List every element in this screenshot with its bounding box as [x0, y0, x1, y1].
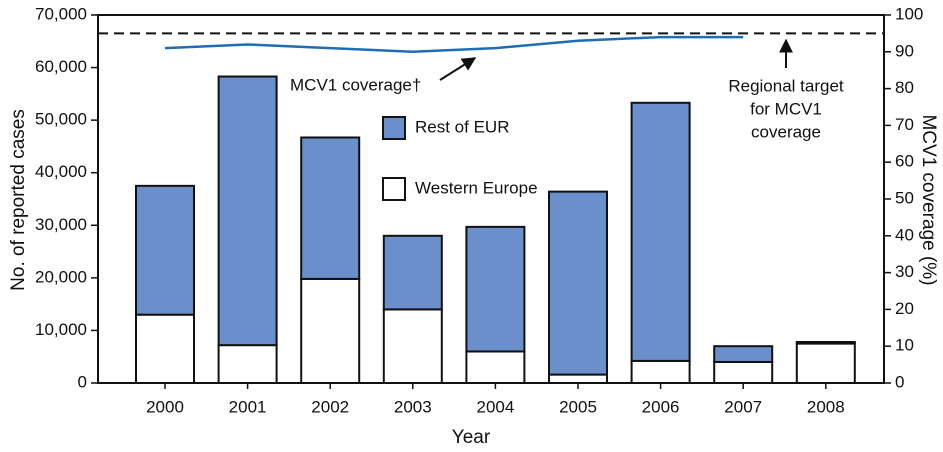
annotation: Regional target — [728, 76, 844, 95]
y2-tick-label: 50 — [895, 188, 914, 207]
bar — [382, 234, 443, 311]
y2-tick-label: 20 — [895, 299, 914, 318]
y2-tick-label: 90 — [895, 41, 914, 60]
bar — [630, 359, 691, 385]
bar — [713, 360, 774, 385]
x-tick-label: 2008 — [807, 397, 845, 416]
plot-frame — [97, 14, 885, 384]
y-tick-label: 10,000 — [35, 320, 87, 339]
bar — [217, 344, 278, 384]
annotation: for MCV1 — [750, 99, 822, 118]
y-tick-label: 60,000 — [35, 57, 87, 76]
y2-tick-label: 30 — [895, 262, 914, 281]
y-tick-label: 20,000 — [35, 267, 87, 286]
bar — [135, 313, 195, 384]
y2-tick-label: 60 — [895, 152, 914, 171]
y-tick-label: 0 — [78, 372, 87, 391]
x-tick-label: 2003 — [394, 397, 432, 416]
y2-tick-label: 100 — [895, 4, 923, 23]
x-tick-label: 2001 — [229, 397, 267, 416]
annotation-arrow — [439, 57, 477, 81]
legend-label: Western Europe — [415, 178, 538, 197]
legend-label: Rest of EUR — [415, 117, 509, 136]
bar — [382, 308, 443, 384]
bar — [548, 373, 608, 384]
y2-tick-label: 0 — [895, 372, 904, 391]
x-tick-label: 2005 — [559, 397, 597, 416]
bar — [713, 345, 774, 363]
bar — [795, 342, 856, 385]
x-tick-label: 2004 — [476, 397, 514, 416]
y-tick-label: 30,000 — [35, 215, 87, 234]
bar — [630, 101, 691, 362]
x-tick-label: 2006 — [642, 397, 680, 416]
x-tick-label: 2007 — [724, 397, 762, 416]
bar — [465, 350, 526, 385]
bar — [300, 136, 361, 280]
legend-swatch — [382, 177, 406, 201]
y-tick-label: 70,000 — [35, 4, 87, 23]
y2-tick-label: 70 — [895, 115, 914, 134]
x-tick-label: 2002 — [311, 397, 349, 416]
bar — [465, 225, 526, 353]
y-tick-label: 40,000 — [35, 162, 87, 181]
y2-tick-label: 80 — [895, 78, 914, 97]
y-tick-label: 50,000 — [35, 110, 87, 129]
bar — [548, 190, 608, 376]
bar — [795, 340, 856, 345]
x-axis-title: Year — [452, 427, 491, 448]
bar — [217, 75, 278, 347]
bar — [135, 184, 195, 316]
y-axis-title: No. of reported cases — [8, 109, 29, 291]
bar — [300, 277, 361, 384]
y2-tick-label: 10 — [895, 336, 914, 355]
annotation: MCV1 coverage† — [290, 75, 421, 94]
y2-tick-label: 40 — [895, 225, 914, 244]
x-tick-label: 2000 — [146, 397, 184, 416]
annotation: coverage — [751, 122, 821, 141]
y2-axis-title: MCV1 coverage (%) — [918, 114, 939, 285]
coverage-line — [164, 35, 744, 54]
legend-swatch — [382, 116, 406, 140]
